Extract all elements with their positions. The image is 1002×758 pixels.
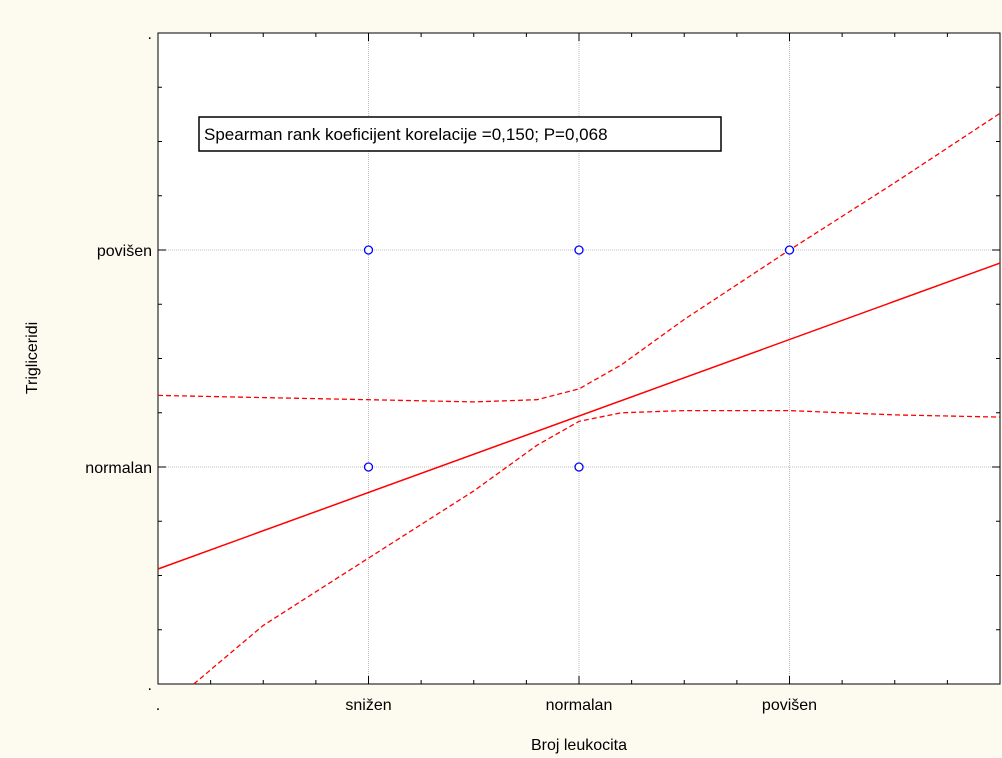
correlation-annotation: Spearman rank koeficijent korelacije =0,… xyxy=(198,116,722,152)
x-axis-title: Broj leukocita xyxy=(531,737,627,754)
data-point xyxy=(574,245,584,255)
x-tick-label: povišen xyxy=(762,697,817,714)
regression-line xyxy=(157,262,1001,570)
ci-upper-line xyxy=(157,112,1001,403)
y-tick-label: povišen xyxy=(97,243,152,260)
data-point xyxy=(363,245,374,255)
y-axis-title: Trigliceridi xyxy=(24,322,41,394)
x-tick-label: . xyxy=(156,697,160,714)
points-layer xyxy=(363,245,795,472)
x-tick-label: normalan xyxy=(546,697,613,714)
ci-lower-line xyxy=(193,409,1001,685)
ticks-layer xyxy=(157,32,1001,685)
x-tick-label: snižen xyxy=(345,697,391,714)
data-point xyxy=(363,462,374,472)
y-tick-label: . xyxy=(148,677,152,694)
y-tick-label: normalan xyxy=(85,460,152,477)
tick-labels-layer: . snižen normalan povišen. normalan povišen. xyxy=(85,26,817,714)
y-tick-label: . xyxy=(148,26,152,43)
data-point xyxy=(574,462,584,472)
lines-layer xyxy=(157,112,1001,685)
annotation-box xyxy=(198,116,722,152)
data-point xyxy=(784,245,795,255)
annotation-text: Spearman rank koeficijent korelacije =0,… xyxy=(204,125,608,144)
